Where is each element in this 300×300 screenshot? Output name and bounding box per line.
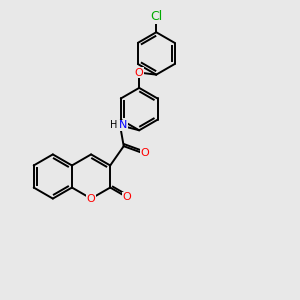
Text: N: N xyxy=(119,120,127,130)
Text: O: O xyxy=(135,68,144,78)
Text: Cl: Cl xyxy=(150,10,162,23)
Text: O: O xyxy=(87,194,95,204)
Text: H: H xyxy=(110,120,117,130)
Text: O: O xyxy=(122,192,131,202)
Text: O: O xyxy=(140,148,149,158)
